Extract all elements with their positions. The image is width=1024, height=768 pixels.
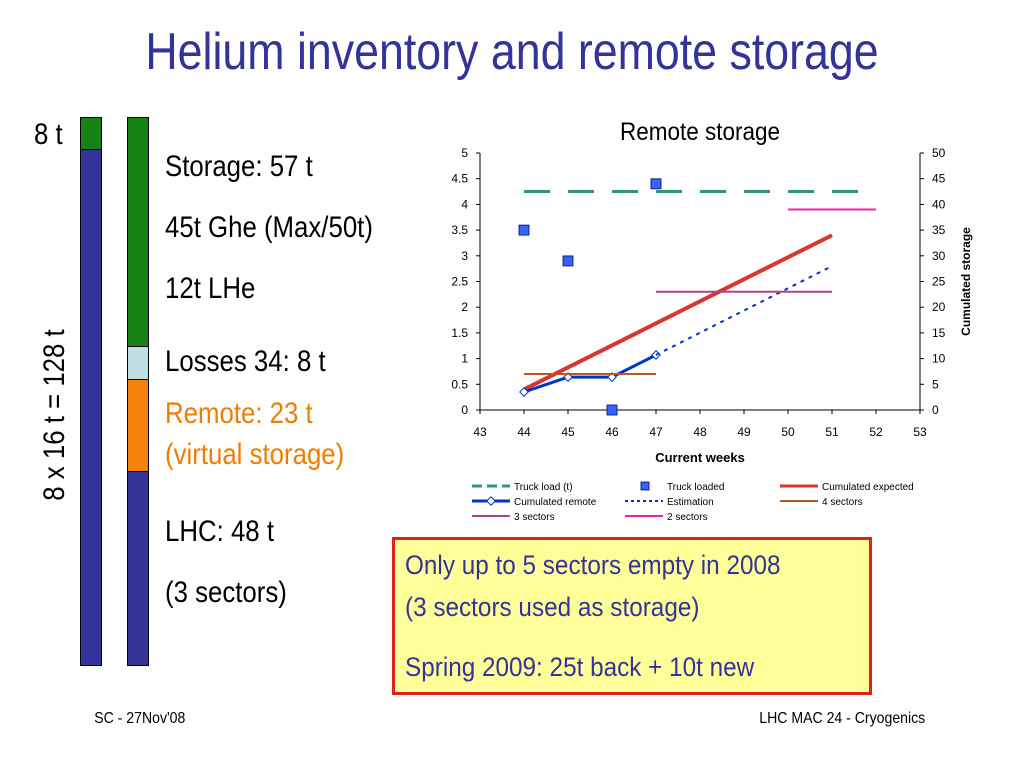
y-left-tick-label: 4 xyxy=(461,197,468,211)
bar-segment-losses xyxy=(128,347,148,380)
losses-label: Losses 34: 8 t xyxy=(165,345,326,378)
legend-marker-cumulated-remote xyxy=(486,496,496,506)
legend-swatch-truck-loaded xyxy=(640,481,650,491)
y-right-tick-label: 50 xyxy=(932,146,946,160)
y-left-tick-label: 4.5 xyxy=(451,172,468,186)
truck-loaded-point xyxy=(650,178,662,190)
bar-segment-8t xyxy=(81,118,101,150)
x-tick-label: 48 xyxy=(693,425,707,439)
legend-label-cumulated-remote: Cumulated remote xyxy=(514,497,597,508)
truck-loaded-point xyxy=(562,255,574,267)
inventory-bar-right xyxy=(127,117,149,666)
legend-label-2-sectors: 2 sectors xyxy=(667,512,708,523)
y-left-tick-label: 2 xyxy=(461,300,468,314)
chart-title: Remote storage xyxy=(620,118,780,146)
x-axis-label: Current weeks xyxy=(655,450,745,465)
x-tick-label: 50 xyxy=(781,425,795,439)
bar-segment-storage xyxy=(128,118,148,347)
y-right-tick-label: 20 xyxy=(932,300,946,314)
y-right-tick-label: 15 xyxy=(932,326,946,340)
y-right-tick-label: 35 xyxy=(932,223,946,237)
bar-segment-lhc xyxy=(128,472,148,665)
inventory-bar-left xyxy=(80,117,102,666)
y-right-tick-label: 30 xyxy=(932,249,946,263)
y-left-tick-label: 1 xyxy=(461,352,468,366)
legend-label-4-sectors: 4 sectors xyxy=(822,497,863,508)
lhc-sectors-label: (3 sectors) xyxy=(165,576,287,609)
bar-segment-128t xyxy=(81,150,101,665)
note-line: Spring 2009: 25t back + 10t new xyxy=(405,652,755,682)
remote-label: Remote: 23 t xyxy=(165,397,313,430)
y-left-tick-label: 3 xyxy=(461,249,468,263)
cumulated-remote-line xyxy=(523,353,657,394)
y-right-tick-label: 0 xyxy=(932,403,939,417)
note-box: Only up to 5 sectors empty in 2008 (3 se… xyxy=(392,537,872,695)
x-tick-label: 47 xyxy=(649,425,663,439)
y-right-tick-label: 10 xyxy=(932,352,946,366)
y-left-tick-label: 3.5 xyxy=(451,223,468,237)
x-tick-label: 44 xyxy=(517,425,531,439)
legend-label-truck-load-t: Truck load (t) xyxy=(514,482,573,493)
x-tick-label: 52 xyxy=(869,425,883,439)
y-right-tick-label: 40 xyxy=(932,197,946,211)
y-right-tick-label: 25 xyxy=(932,275,946,289)
y-right-tick-label: 5 xyxy=(932,377,939,391)
remote-virtual-label: (virtual storage) xyxy=(165,438,345,471)
truck-loaded-point xyxy=(518,224,530,236)
x-tick-label: 46 xyxy=(605,425,619,439)
legend-label-truck-loaded: Truck loaded xyxy=(667,482,724,493)
storage-lhe-label: 12t LHe xyxy=(165,272,256,305)
footer-left: SC - 27Nov'08 xyxy=(94,710,186,727)
y-left-tick-label: 0.5 xyxy=(451,377,468,391)
legend-label-cumulated-expected: Cumulated expected xyxy=(822,482,914,493)
remote-storage-chart: Remote storage00.511.522.533.544.5505101… xyxy=(451,118,973,523)
y-right-axis-label: Cumulated storage xyxy=(959,227,973,336)
cumulated-expected-line xyxy=(523,233,833,392)
x-tick-label: 43 xyxy=(473,425,487,439)
footer-right: LHC MAC 24 - Cryogenics xyxy=(758,710,925,727)
x-tick-label: 53 xyxy=(913,425,927,439)
x-tick-label: 51 xyxy=(825,425,839,439)
slide-title: Helium inventory and remote storage xyxy=(145,23,879,81)
y-left-tick-label: 1.5 xyxy=(451,326,468,340)
legend-label-3-sectors: 3 sectors xyxy=(514,512,555,523)
x-tick-label: 49 xyxy=(737,425,751,439)
y-right-tick-label: 45 xyxy=(932,172,946,186)
total-capacity-label: 8 x 16 t = 128 t xyxy=(38,329,71,501)
note-line: (3 sectors used as storage) xyxy=(405,592,700,622)
y-left-tick-label: 2.5 xyxy=(451,275,468,289)
x-tick-label: 45 xyxy=(561,425,575,439)
lhc-label: LHC: 48 t xyxy=(165,515,274,548)
y-left-tick-label: 0 xyxy=(461,403,468,417)
y-left-tick-label: 5 xyxy=(461,146,468,160)
estimation-line xyxy=(655,265,833,356)
legend-label-estimation: Estimation xyxy=(667,497,714,508)
storage-label: Storage: 57 t xyxy=(165,150,313,183)
truck-loaded-point xyxy=(606,404,618,416)
note-line: Only up to 5 sectors empty in 2008 xyxy=(405,550,781,580)
top-segment-label: 8 t xyxy=(34,118,63,151)
cumulated-remote-point xyxy=(519,387,529,397)
storage-ghe-label: 45t Ghe (Max/50t) xyxy=(165,211,373,244)
bar-segment-remote xyxy=(128,380,148,472)
